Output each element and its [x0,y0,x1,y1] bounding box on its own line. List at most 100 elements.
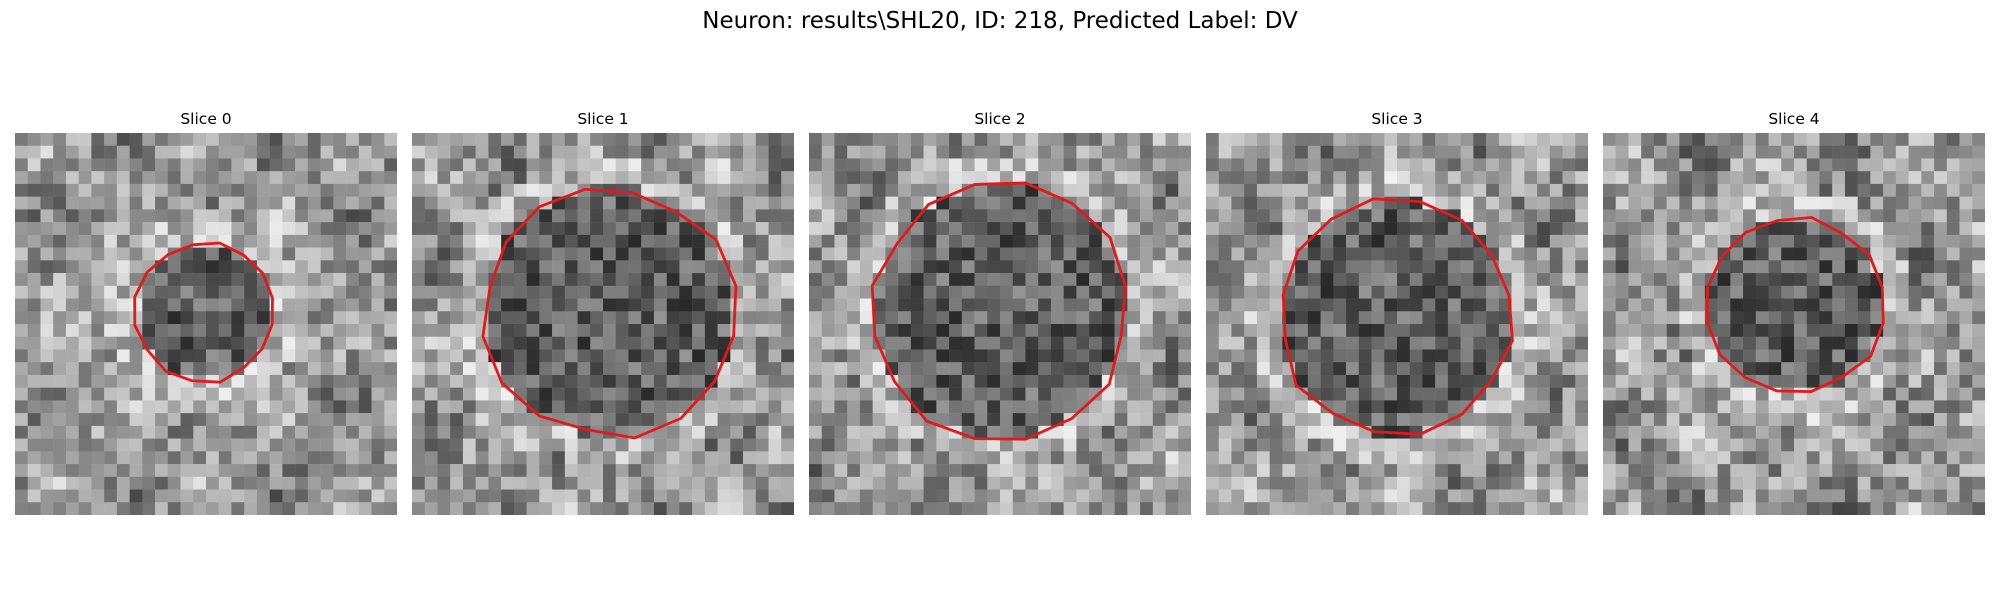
image-pixel [987,311,1001,325]
image-pixel [1524,489,1538,503]
image-pixel [1832,171,1846,185]
image-pixel [1460,489,1474,503]
image-pixel [462,273,476,287]
image-pixel [910,158,924,172]
image-pixel [898,324,912,337]
image-pixel [1921,209,1935,223]
image-pixel [1562,464,1576,478]
image-pixel [424,489,438,503]
image-pixel [218,413,232,427]
image-pixel [167,145,181,159]
image-pixel [1832,413,1846,427]
image-pixel [1615,324,1629,337]
image-pixel [704,400,718,414]
image-pixel [1012,489,1026,503]
image-pixel [1717,374,1731,388]
image-pixel [564,145,578,159]
image-pixel [116,387,130,401]
image-pixel [730,247,744,261]
image-pixel [412,158,425,172]
image-pixel [1384,222,1398,236]
image-pixel [781,349,794,363]
image-pixel [358,234,372,248]
image-pixel [282,171,296,185]
image-pixel [15,273,28,287]
image-pixel [1320,489,1334,503]
image-pixel [1384,234,1398,248]
image-pixel [1063,311,1077,325]
image-pixel [564,285,578,299]
image-pixel [91,400,105,414]
image-pixel [679,362,693,376]
image-pixel [1282,183,1296,197]
image-pixel [1371,311,1385,325]
image-pixel [1603,400,1616,414]
image-pixel [859,374,873,388]
image-pixel [1025,451,1039,465]
image-pixel [872,247,886,261]
image-pixel [104,400,118,414]
image-pixel [552,311,566,325]
image-pixel [679,196,693,210]
image-pixel [679,209,693,223]
image-pixel [27,324,41,337]
image-pixel [15,196,28,210]
image-pixel [1628,298,1642,312]
image-pixel [1666,324,1680,337]
image-pixel [1692,311,1706,325]
image-pixel [91,222,105,236]
image-pixel [923,425,937,439]
image-pixel [987,171,1001,185]
image-pixel [1972,425,1985,439]
image-pixel [462,183,476,197]
image-pixel [513,234,527,248]
image-pixel [526,349,540,363]
image-pixel [768,374,782,388]
image-pixel [821,464,835,478]
image-pixel [564,413,578,427]
image-pixel [1218,247,1232,261]
image-pixel [628,298,642,312]
image-pixel [193,298,207,312]
image-pixel [40,336,54,350]
image-pixel [1524,133,1538,146]
image-pixel [847,438,861,452]
image-pixel [1025,464,1039,478]
image-pixel [450,273,464,287]
image-pixel [949,464,963,478]
image-pixel [1908,451,1922,465]
image-pixel [1409,362,1423,376]
image-pixel [1666,362,1680,376]
image-pixel [282,374,296,388]
image-pixel [730,451,744,465]
image-pixel [1231,413,1245,427]
image-pixel [129,489,143,503]
image-pixel [53,413,67,427]
image-pixel [641,362,655,376]
image-pixel [1730,400,1744,414]
image-pixel [1870,451,1884,465]
image-pixel [755,400,769,414]
image-pixel [1921,133,1935,146]
image-pixel [1050,222,1064,236]
image-pixel [885,285,899,299]
image-pixel [1178,451,1191,465]
image-pixel [1511,362,1525,376]
image-pixel [1050,425,1064,439]
image-pixel [1409,209,1423,223]
image-pixel [358,336,372,350]
image-pixel [333,183,347,197]
image-pixel [1256,374,1270,388]
image-pixel [1794,362,1807,376]
image-pixel [437,374,451,388]
image-pixel [1959,336,1973,350]
image-pixel [1206,374,1219,388]
image-pixel [577,171,591,185]
image-pixel [320,311,334,325]
image-pixel [269,464,283,478]
image-pixel [1038,298,1052,312]
image-pixel [1320,285,1334,299]
image-pixel [1562,171,1576,185]
image-pixel [180,158,194,172]
image-pixel [1857,209,1871,223]
